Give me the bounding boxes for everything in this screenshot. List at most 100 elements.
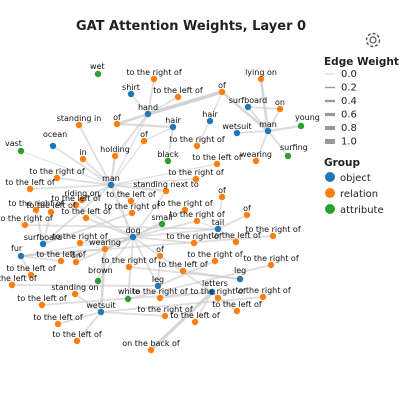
node-marker[interactable] [264,127,272,135]
node-white[interactable]: white [118,287,140,303]
node-of_f[interactable]: of [156,245,164,260]
node-shirt[interactable]: shirt [122,83,140,98]
node-marker[interactable] [243,211,251,219]
node-marker[interactable] [192,175,200,183]
node-surfboard_a[interactable]: surfboard [229,96,267,111]
node-toleft_h[interactable]: to the left of [211,231,261,246]
node-marker[interactable] [169,123,177,131]
node-marker[interactable] [232,238,240,246]
node-toright_c[interactable]: to the right of [29,167,85,182]
node-fur[interactable]: fur [11,244,25,260]
node-of_e[interactable]: of [243,204,251,219]
node-marker[interactable] [128,209,136,217]
settings-gear-icon[interactable] [365,32,381,48]
node-marker[interactable] [125,263,133,271]
node-marker[interactable] [38,301,46,309]
node-toright_f[interactable]: to the right of [104,202,160,217]
node-marker[interactable] [47,208,55,216]
node-toleft_a[interactable]: to the left of [153,86,203,101]
node-marker[interactable] [252,157,260,165]
node-marker[interactable] [211,257,219,265]
node-toright_r[interactable]: to the right of [235,286,291,301]
node-marker[interactable] [193,217,201,225]
node-toleft_f[interactable]: to the left of [26,201,76,216]
node-hair_a[interactable]: hair [202,110,218,125]
node-marker[interactable] [257,75,265,83]
node-marker[interactable] [54,320,62,328]
node-tail[interactable]: tail [212,218,224,233]
node-brown[interactable]: brown [88,266,113,285]
node-marker[interactable] [214,294,222,302]
node-standingin[interactable]: standing in [57,114,102,129]
node-marker[interactable] [79,155,87,163]
node-standingon[interactable]: standing on [51,283,99,298]
node-leg_a[interactable]: leg [152,275,164,290]
node-holding[interactable]: holding [100,145,130,160]
node-toleft_q[interactable]: to the left of [52,330,102,345]
node-toright_j[interactable]: to the right of [52,232,108,247]
node-toleft_g[interactable]: to the left of [61,207,111,222]
node-marker[interactable] [72,201,80,209]
node-toright_m[interactable]: to the right of [243,254,299,269]
node-wetsuit_a[interactable]: wetsuit [222,122,252,137]
node-marker[interactable] [213,160,221,168]
node-toright_o[interactable]: to the right of [187,250,243,265]
node-dog[interactable]: dog [125,226,141,241]
node-of_b[interactable]: of [113,113,121,128]
node-marker[interactable] [127,90,135,98]
node-on_a[interactable]: on [275,98,285,113]
node-marker[interactable] [162,187,170,195]
node-toleft_o[interactable]: to the left of [212,300,262,315]
node-marker[interactable] [76,239,84,247]
node-marker[interactable] [218,88,226,96]
node-marker[interactable] [49,142,57,150]
node-marker[interactable] [214,225,222,233]
node-toright_n[interactable]: to the right of [101,256,157,271]
node-toleft_i[interactable]: to the left of [36,250,86,265]
node-marker[interactable] [26,185,34,193]
node-marker[interactable] [150,75,158,83]
node-onthebackof[interactable]: on the back of [122,339,180,354]
node-marker[interactable] [82,214,90,222]
node-marker[interactable] [284,152,292,160]
node-marker[interactable] [259,293,267,301]
node-toright_d[interactable]: to the right of [168,168,224,183]
node-black[interactable]: black [157,150,179,165]
node-marker[interactable] [94,70,102,78]
node-toright_s[interactable]: to the right of [137,305,193,320]
node-hand[interactable]: hand [138,103,158,118]
node-toright_i[interactable]: to the right of [0,214,53,229]
node-marker[interactable] [124,295,132,303]
node-toleft_m[interactable]: to the left of [17,294,67,309]
node-toleft_d[interactable]: to the left of [106,190,156,205]
node-marker[interactable] [57,257,65,265]
node-of_d[interactable]: of [218,186,226,201]
node-toleft_e[interactable]: to the left of [51,194,101,209]
node-lyingon[interactable]: lying on [245,68,277,83]
node-wet[interactable]: wet [90,62,105,78]
node-marker[interactable] [17,252,25,260]
node-toright_b[interactable]: to the right of [169,135,225,150]
node-vast[interactable]: vast [5,139,25,155]
node-in[interactable]: in [79,148,87,163]
node-marker[interactable] [161,312,169,320]
node-marker[interactable] [17,147,25,155]
node-marker[interactable] [8,281,16,289]
node-marker[interactable] [218,193,226,201]
node-man_b[interactable]: man [102,174,120,189]
node-toright_h[interactable]: to the right of [169,210,225,225]
node-marker[interactable] [129,233,137,241]
node-marker[interactable] [233,307,241,315]
node-marker[interactable] [156,252,164,260]
node-toright_p[interactable]: to the right of [190,287,246,302]
node-marker[interactable] [53,174,61,182]
node-toleft_b[interactable]: to the left of [192,153,242,168]
node-ocean[interactable]: ocean [43,130,67,150]
node-toright_l[interactable]: to the right of [245,225,301,240]
node-marker[interactable] [72,258,80,266]
node-of_c[interactable]: of [140,130,148,145]
node-marker[interactable] [147,346,155,354]
node-marker[interactable] [206,117,214,125]
node-marker[interactable] [21,221,29,229]
node-surfboard_b[interactable]: surfboard [24,233,62,248]
